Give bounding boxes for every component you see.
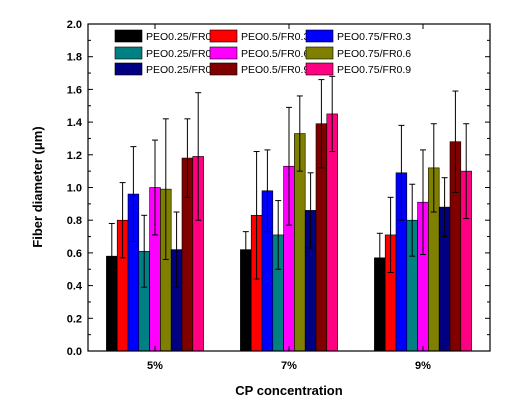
error-bars-layer bbox=[108, 75, 470, 290]
x-tick-label: 7% bbox=[281, 360, 297, 372]
legend-swatch bbox=[114, 62, 143, 76]
y-tick-label: 2.0 bbox=[67, 19, 82, 31]
y-tick-label: 1.6 bbox=[67, 84, 82, 96]
y-tick-label: 0.6 bbox=[67, 248, 82, 260]
legend-swatch bbox=[209, 29, 238, 43]
legend-swatch bbox=[305, 62, 334, 76]
legend-label: PEO0.5/FR0.9 bbox=[241, 64, 309, 76]
y-tick-label: 1.2 bbox=[67, 150, 82, 162]
x-ticks-layer: 5% 7% 9% bbox=[147, 24, 431, 372]
x-tick-label: 5% bbox=[147, 360, 163, 372]
legend-swatch bbox=[305, 29, 334, 43]
y-ticks-layer: 0.0 0.2 0.4 0.6 0.8 1.0 1.2 1.4 1.6 1.8 2.0 bbox=[67, 19, 490, 358]
legend-swatch bbox=[114, 46, 143, 60]
y-tick-label: 1.0 bbox=[67, 183, 82, 195]
legend-label: PEO0.25/FR0.3 bbox=[146, 31, 220, 43]
legend-label: PEO0.25/FR0.6 bbox=[146, 48, 220, 60]
legend-label: PEO0.75/FR0.9 bbox=[337, 64, 411, 76]
legend-label: PEO0.75/FR0.3 bbox=[337, 31, 411, 43]
legend-swatch bbox=[209, 62, 238, 76]
legend-label: PEO0.75/FR0.6 bbox=[337, 48, 411, 60]
y-tick-label: 0.2 bbox=[67, 313, 82, 325]
x-axis-title: CP concentration bbox=[235, 383, 342, 398]
legend-label: PEO0.5/FR0.3 bbox=[241, 31, 309, 43]
y-tick-label: 0.0 bbox=[67, 346, 82, 358]
y-tick-label: 0.8 bbox=[67, 215, 82, 227]
y-axis-title: Fiber diameter (μm) bbox=[30, 126, 45, 247]
legend: PEO0.25/FR0.3 PEO0.5/FR0.3 PEO0.75/FR0.3 PE… bbox=[114, 29, 411, 76]
legend-label: PEO0.5/FR0.6 bbox=[241, 48, 309, 60]
y-tick-label: 1.4 bbox=[67, 117, 83, 129]
legend-swatch bbox=[114, 29, 143, 43]
legend-label: PEO0.25/FR0.9 bbox=[146, 64, 220, 76]
y-tick-label: 0.4 bbox=[67, 281, 83, 293]
y-tick-label: 1.8 bbox=[67, 52, 82, 64]
x-tick-label: 9% bbox=[415, 360, 431, 372]
legend-swatch bbox=[305, 46, 334, 60]
legend-swatch bbox=[209, 46, 238, 60]
